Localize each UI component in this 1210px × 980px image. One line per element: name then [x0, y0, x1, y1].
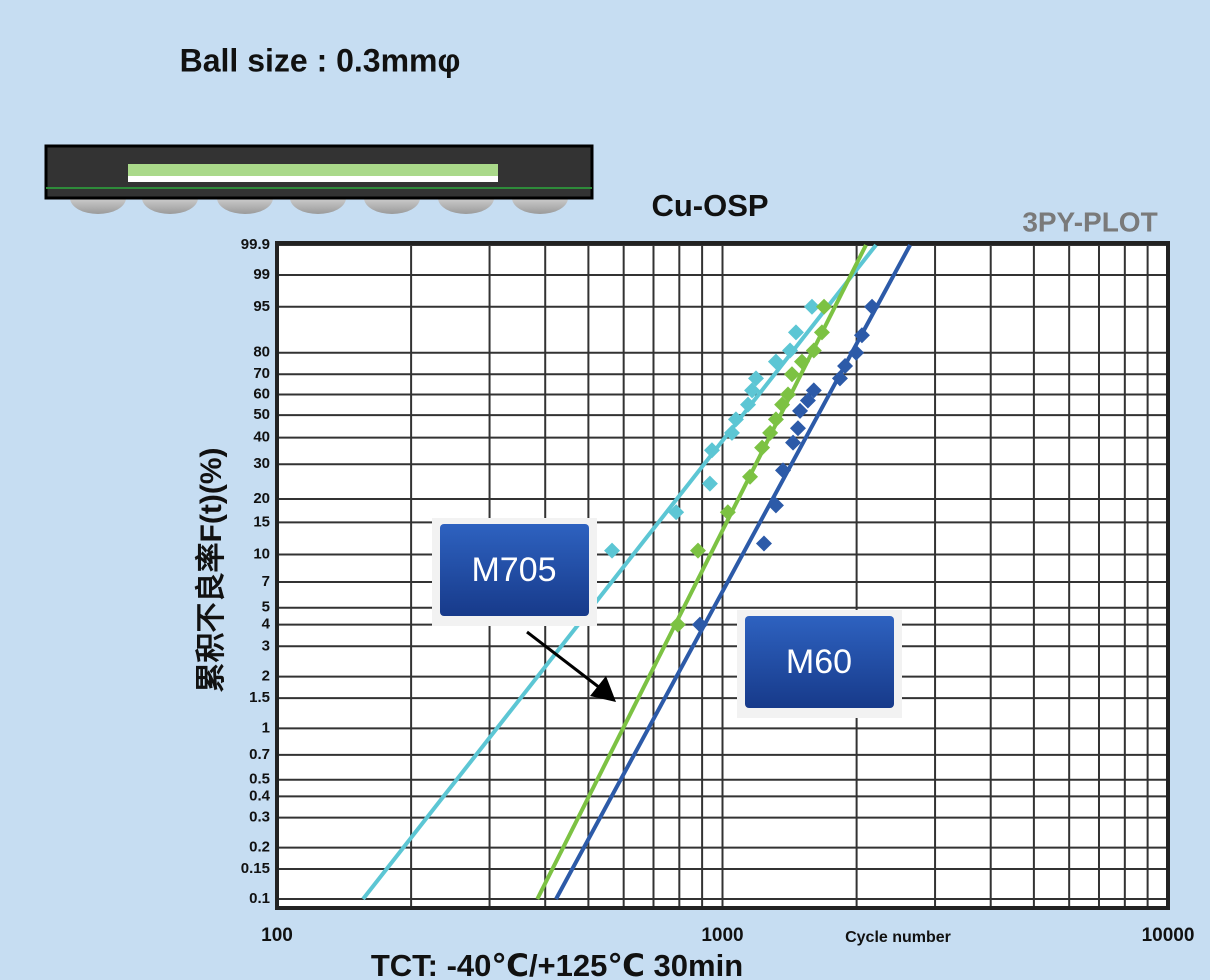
y-tick-label: 99 — [253, 266, 270, 283]
header: Ball size : 0.3mmφ — [180, 42, 461, 78]
y-tick-label: 10 — [253, 545, 270, 562]
y-tick-label: 7 — [262, 573, 270, 590]
y-tick-label: 20 — [253, 490, 270, 507]
y-tick-label: 2 — [262, 668, 270, 685]
y-tick-label: 0.2 — [249, 839, 270, 856]
y-tick-label: 0.1 — [249, 890, 270, 907]
y-tick-label: 4 — [262, 616, 271, 633]
y-tick-label: 3 — [262, 637, 270, 654]
y-axis-label: 累积不良率F(t)(%) — [194, 448, 228, 693]
y-tick-label: 5 — [262, 599, 270, 616]
grid: 100 1000 10000 99.9 99 95 80 70 60 50 40 30 20 15 10 7 5… — [241, 236, 1195, 946]
legend-label: M60 — [786, 643, 852, 681]
y-tick-label: 1 — [262, 719, 270, 736]
y-tick-label: 0.4 — [249, 787, 271, 804]
y-tick-label: 0.3 — [249, 809, 270, 826]
subtitle: 3PY-PLOT — [1022, 206, 1157, 237]
legend-label: M705 — [471, 551, 556, 589]
y-tick-label: 99.9 — [241, 236, 270, 253]
y-tick-label: 60 — [253, 385, 270, 402]
footer: TCT: -40℃/+125℃ 30min — [371, 948, 743, 980]
y-tick-label: 0.7 — [249, 746, 270, 763]
y-tick-label: 1.5 — [249, 689, 270, 706]
legend-callout: M60 — [737, 610, 902, 718]
y-tick-label: 95 — [253, 298, 270, 315]
chart: Ball size : 0.3mmφ Cu-OSP 3PY-PLOT 累积不良率… — [0, 0, 1210, 980]
x-tick-label: 100 — [261, 925, 293, 946]
chart-title: Cu-OSP — [651, 188, 768, 223]
y-tick-label: 50 — [253, 406, 270, 423]
y-tick-label: 80 — [253, 344, 270, 361]
y-tick-label: 15 — [253, 513, 270, 530]
y-tick-label: 0.5 — [249, 771, 270, 788]
y-tick-label: 70 — [253, 365, 270, 382]
x-tick-label: 10000 — [1142, 925, 1195, 946]
y-tick-label: 30 — [253, 455, 270, 472]
y-tick-label: 0.15 — [241, 860, 270, 877]
x-tick-label: 1000 — [701, 925, 743, 946]
x-axis-label: Cycle number — [845, 929, 951, 946]
y-tick-label: 40 — [253, 429, 270, 446]
